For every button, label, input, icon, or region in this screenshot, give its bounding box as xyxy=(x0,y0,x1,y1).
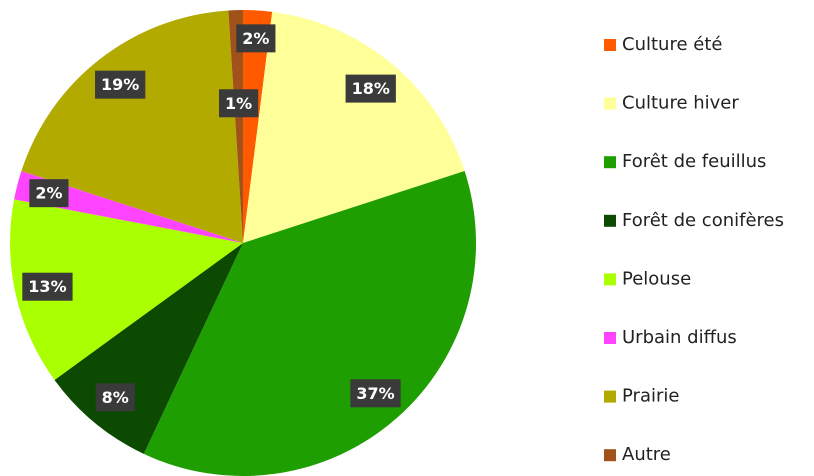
legend-label: Autre xyxy=(622,444,671,465)
data-label: 1% xyxy=(219,89,259,118)
legend-swatch xyxy=(604,273,616,286)
data-label-text: 13% xyxy=(28,277,66,296)
data-label-box xyxy=(29,179,69,208)
legend-swatch xyxy=(604,390,616,403)
data-label-text: 18% xyxy=(352,79,390,98)
data-label-text: 19% xyxy=(101,75,139,94)
pie-slice xyxy=(21,10,243,243)
data-label-text: 8% xyxy=(102,388,129,407)
pie-slice xyxy=(228,10,243,243)
data-label: 18% xyxy=(345,74,396,103)
data-label-box xyxy=(95,70,146,99)
legend-label: Prairie xyxy=(622,386,679,407)
pie-slice xyxy=(243,11,465,243)
legend-swatch xyxy=(604,332,616,344)
pie-slice xyxy=(10,199,244,380)
legend-label: Culture été xyxy=(622,34,722,55)
legend-swatch xyxy=(604,449,616,462)
data-label-box xyxy=(350,379,401,408)
data-label: 19% xyxy=(95,70,146,99)
data-label: 13% xyxy=(22,272,73,301)
data-label: 37% xyxy=(350,379,401,408)
legend-label: Culture hiver xyxy=(622,93,739,114)
legend-swatch xyxy=(604,156,616,169)
data-label-box xyxy=(22,272,73,301)
data-label-box xyxy=(219,89,259,118)
legend-label: Forêt de conifères xyxy=(622,210,784,231)
data-label: 2% xyxy=(29,179,69,208)
data-label-text: 2% xyxy=(242,29,269,48)
data-label-text: 2% xyxy=(35,184,62,203)
data-label-text: 1% xyxy=(225,94,252,113)
data-label-text: 37% xyxy=(356,384,394,403)
pie-slice xyxy=(243,10,273,243)
data-label: 8% xyxy=(95,383,135,412)
legend-swatch xyxy=(604,39,616,51)
data-label-box xyxy=(236,24,276,53)
legend-label: Pelouse xyxy=(622,268,691,289)
data-label: 2% xyxy=(236,24,276,53)
legend-label: Urbain diffus xyxy=(622,327,737,348)
data-label-box xyxy=(95,383,135,412)
legend-swatch xyxy=(604,97,616,110)
legend-label: Forêt de feuillus xyxy=(622,151,766,172)
legend-swatch xyxy=(604,214,616,227)
pie-slice xyxy=(14,170,243,243)
data-label-box xyxy=(345,74,396,103)
